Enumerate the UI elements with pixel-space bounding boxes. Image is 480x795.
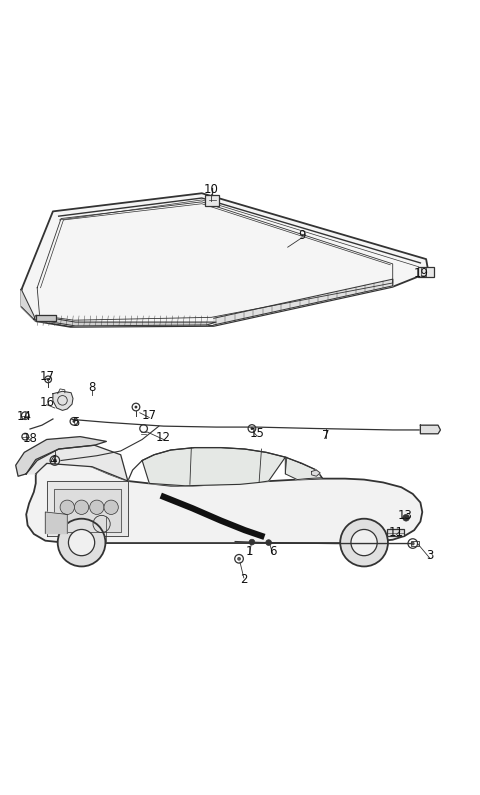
Text: 11: 11 <box>389 525 404 538</box>
Text: 9: 9 <box>298 229 306 242</box>
Text: 12: 12 <box>156 431 171 444</box>
Polygon shape <box>45 512 67 533</box>
Circle shape <box>134 405 137 409</box>
Circle shape <box>58 518 106 566</box>
Text: 1: 1 <box>246 545 253 557</box>
Circle shape <box>60 500 74 514</box>
Text: 13: 13 <box>397 510 412 522</box>
Circle shape <box>251 427 253 430</box>
Circle shape <box>249 539 255 545</box>
Polygon shape <box>312 470 320 476</box>
Text: 17: 17 <box>39 370 54 382</box>
Text: 18: 18 <box>23 432 37 444</box>
Circle shape <box>237 556 241 560</box>
Polygon shape <box>54 489 120 532</box>
Circle shape <box>104 500 118 514</box>
Polygon shape <box>16 436 107 476</box>
Bar <box>205 195 219 206</box>
Polygon shape <box>26 445 128 481</box>
Text: 7: 7 <box>322 429 330 442</box>
Bar <box>387 529 404 536</box>
Polygon shape <box>420 425 441 434</box>
Circle shape <box>351 529 377 556</box>
Text: 6: 6 <box>269 545 276 557</box>
Text: 3: 3 <box>426 549 433 562</box>
Text: 4: 4 <box>49 454 57 467</box>
Polygon shape <box>285 457 322 479</box>
Text: 16: 16 <box>39 396 54 409</box>
Text: 2: 2 <box>240 573 248 586</box>
Text: 14: 14 <box>17 410 32 423</box>
Polygon shape <box>26 460 422 543</box>
Circle shape <box>266 540 272 545</box>
Circle shape <box>47 378 49 381</box>
Text: 8: 8 <box>88 382 96 394</box>
Text: 17: 17 <box>142 409 157 421</box>
Text: 15: 15 <box>249 427 264 440</box>
Circle shape <box>69 529 95 556</box>
Text: 10: 10 <box>204 184 219 196</box>
Polygon shape <box>142 448 285 486</box>
Polygon shape <box>36 316 56 321</box>
Text: 19: 19 <box>414 267 429 280</box>
Polygon shape <box>47 481 128 536</box>
Circle shape <box>74 500 89 514</box>
Circle shape <box>90 500 104 514</box>
Polygon shape <box>22 289 36 321</box>
Bar <box>418 267 434 277</box>
Text: 5: 5 <box>72 416 79 429</box>
Circle shape <box>53 459 57 463</box>
Polygon shape <box>53 391 73 410</box>
Polygon shape <box>22 193 429 327</box>
Circle shape <box>403 514 409 521</box>
Circle shape <box>72 420 75 423</box>
Bar <box>411 541 420 546</box>
Polygon shape <box>34 316 216 326</box>
Polygon shape <box>214 279 393 325</box>
Circle shape <box>411 541 415 545</box>
Circle shape <box>340 518 388 566</box>
